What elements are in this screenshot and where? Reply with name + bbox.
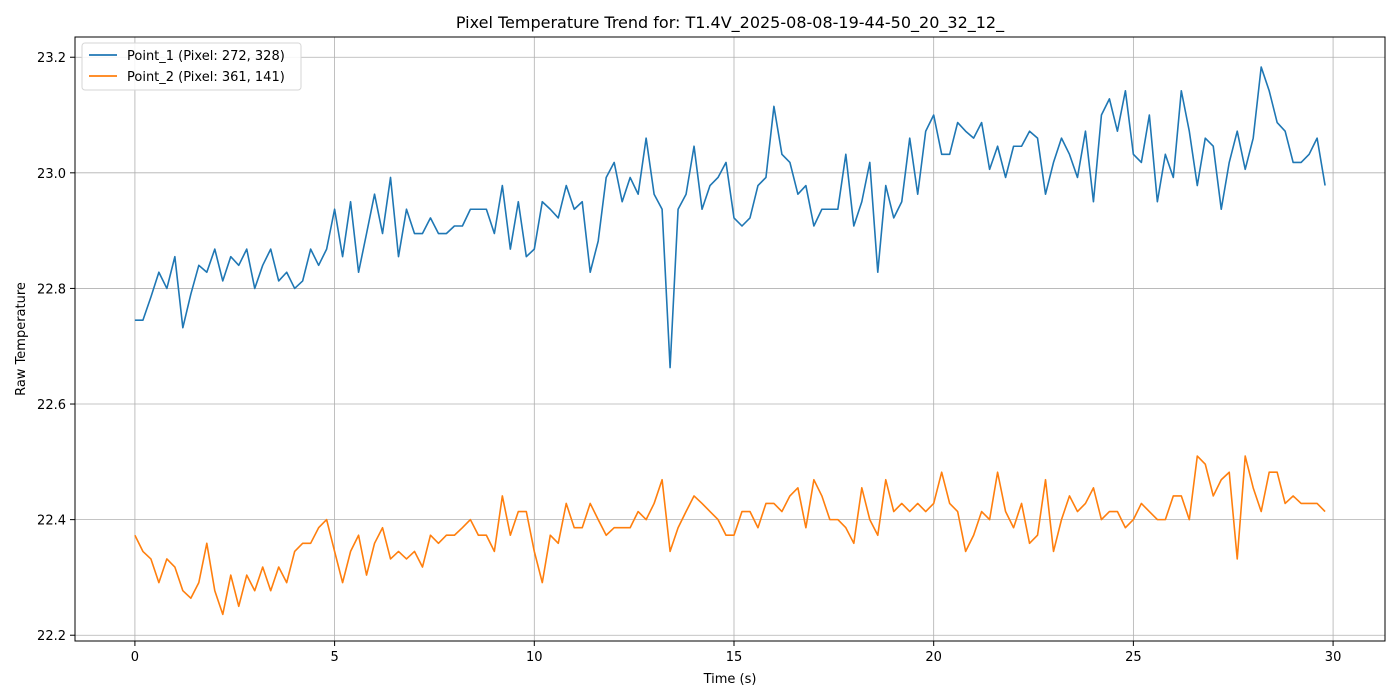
x-tick-label: 15 — [726, 650, 743, 665]
y-tick-label: 22.4 — [37, 514, 66, 529]
x-tick-label: 30 — [1325, 650, 1342, 665]
x-tick-label: 0 — [131, 650, 139, 665]
legend-label-1: Point_1 (Pixel: 272, 328) — [127, 49, 285, 64]
series-layer — [134, 66, 1326, 616]
series-line-1 — [134, 66, 1326, 369]
x-tick-label: 10 — [526, 650, 543, 665]
x-tick-label: 25 — [1125, 650, 1142, 665]
x-tick-label: 5 — [330, 650, 338, 665]
y-tick-label: 23.2 — [37, 51, 66, 66]
series-line-2 — [134, 455, 1326, 616]
x-axis-label: Time (s) — [703, 672, 757, 687]
legend-box — [81, 42, 302, 91]
legend: Point_1 (Pixel: 272, 328) Point_2 (Pixel:… — [81, 42, 302, 91]
ticks: 0 5 10 15 20 25 30 22.2 22.4 22.6 22.8 23.0 23.2 — [37, 51, 1341, 665]
legend-label-2: Point_2 (Pixel: 361, 141) — [127, 70, 285, 85]
grid — [75, 37, 1385, 641]
y-tick-label: 22.6 — [37, 398, 66, 413]
y-tick-label: 22.2 — [37, 629, 66, 644]
y-tick-label: 22.8 — [37, 282, 66, 297]
plot-frame — [74, 36, 1386, 642]
x-tick-label: 20 — [925, 650, 942, 665]
y-axis-label: Raw Temperature — [14, 282, 29, 396]
chart-title: Pixel Temperature Trend for: T1.4V_2025-… — [456, 13, 1005, 33]
y-tick-label: 23.0 — [37, 167, 66, 182]
